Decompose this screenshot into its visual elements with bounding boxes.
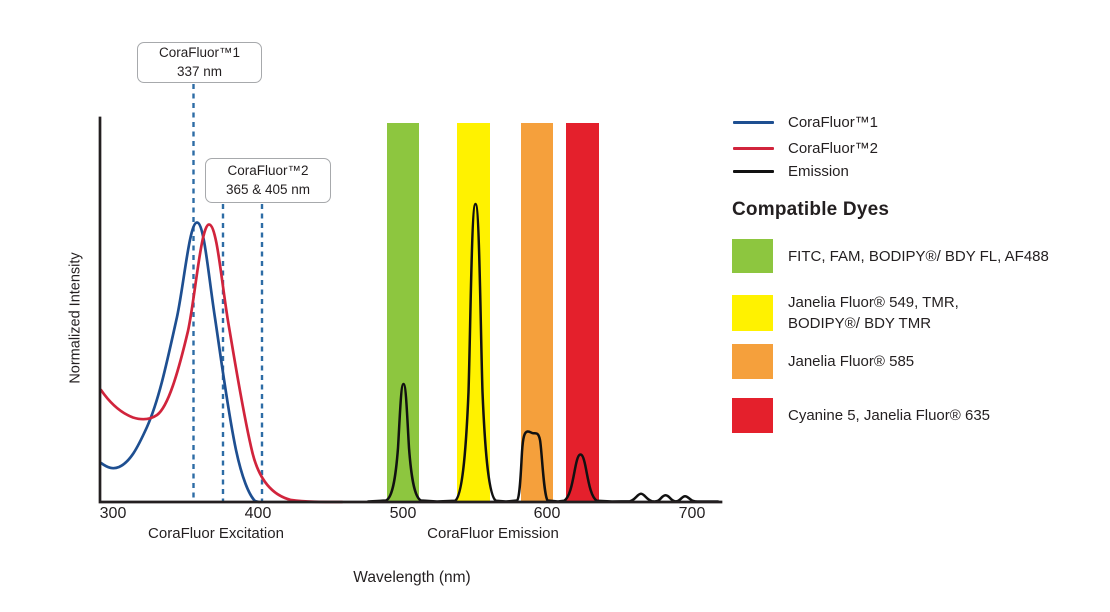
y-axis-label-wrap: Normalized Intensity bbox=[0, 252, 156, 383]
filter-band-green bbox=[387, 123, 419, 502]
corafluor1-excitation-curve bbox=[99, 221, 261, 504]
legend-item-corafluor1: CoraFluor™1 bbox=[733, 113, 879, 131]
compatible-dyes-heading: Compatible Dyes bbox=[732, 199, 890, 220]
x-axis-label: Wavelength (nm) bbox=[353, 569, 471, 586]
legend-line-red bbox=[733, 146, 774, 150]
axes-lines bbox=[98, 116, 723, 504]
dye-swatch-green bbox=[732, 239, 773, 273]
dye-row-red: Cyanine 5, Janelia Fluor® 635 bbox=[732, 398, 990, 433]
legend-line-black bbox=[733, 169, 774, 173]
corafluor2-excitation-curve bbox=[99, 223, 344, 504]
dye-row-orange: Janelia Fluor® 585 bbox=[732, 344, 914, 379]
emission-curve bbox=[366, 202, 720, 503]
dye-swatch-yellow bbox=[732, 295, 773, 331]
legend-label-corafluor2: CoraFluor™2 bbox=[788, 139, 879, 157]
dye-label-orange: Janelia Fluor® 585 bbox=[788, 351, 914, 372]
dye-swatch-orange bbox=[732, 344, 773, 379]
dye-label-yellow-line2: BODIPY®/ BDY TMR bbox=[788, 315, 932, 332]
callout-corafluor1-value: 337 nm bbox=[176, 63, 223, 79]
dye-label-green-line1: FITC, FAM, BODIPY®/ BDY FL, AF488 bbox=[788, 247, 1049, 265]
dye-label-yellow-line1: Janelia Fluor® 549, TMR, bbox=[788, 294, 959, 311]
x-tick-700: 700 bbox=[678, 505, 706, 522]
legend-line-blue bbox=[733, 120, 774, 124]
dye-label-red-line1: Cyanine 5, Janelia Fluor® 635 bbox=[788, 407, 991, 424]
y-axis-label: Normalized Intensity bbox=[67, 252, 84, 384]
callout-corafluor2: CoraFluor™2 365 & 405 nm bbox=[205, 158, 331, 203]
x-tick-300: 300 bbox=[99, 505, 127, 522]
filter-band-red bbox=[566, 123, 599, 502]
dye-label-orange-line1: Janelia Fluor® 585 bbox=[788, 353, 915, 370]
callout-corafluor1: CoraFluor™1 337 nm bbox=[137, 42, 262, 83]
legend-item-emission: Emission bbox=[733, 162, 849, 180]
filter-band-orange bbox=[521, 123, 553, 502]
dye-label-green: FITC, FAM, BODIPY®/ BDY FL, AF488 bbox=[788, 246, 1049, 267]
x-tick-500: 500 bbox=[389, 505, 417, 522]
callout-corafluor2-title: CoraFluor™2 bbox=[227, 163, 309, 179]
dye-label-red: Cyanine 5, Janelia Fluor® 635 bbox=[788, 405, 990, 426]
callout-corafluor2-value: 365 & 405 nm bbox=[225, 181, 311, 197]
legend-item-corafluor2: CoraFluor™2 bbox=[733, 139, 879, 157]
emission-section-label: CoraFluor Emission bbox=[427, 525, 559, 542]
callout-corafluor1-title: CoraFluor™1 bbox=[158, 45, 241, 61]
excitation-section-label: CoraFluor Excitation bbox=[148, 525, 284, 542]
legend-label-corafluor1: CoraFluor™1 bbox=[788, 113, 879, 131]
dye-swatch-red bbox=[732, 398, 773, 433]
x-tick-600: 600 bbox=[533, 505, 561, 522]
dye-row-yellow: Janelia Fluor® 549, TMR, BODIPY®/ BDY TM… bbox=[732, 292, 959, 334]
legend-label-emission: Emission bbox=[788, 162, 849, 180]
dye-row-green: FITC, FAM, BODIPY®/ BDY FL, AF488 bbox=[732, 239, 1049, 273]
x-tick-400: 400 bbox=[244, 505, 272, 522]
dye-label-yellow: Janelia Fluor® 549, TMR, BODIPY®/ BDY TM… bbox=[788, 292, 959, 334]
